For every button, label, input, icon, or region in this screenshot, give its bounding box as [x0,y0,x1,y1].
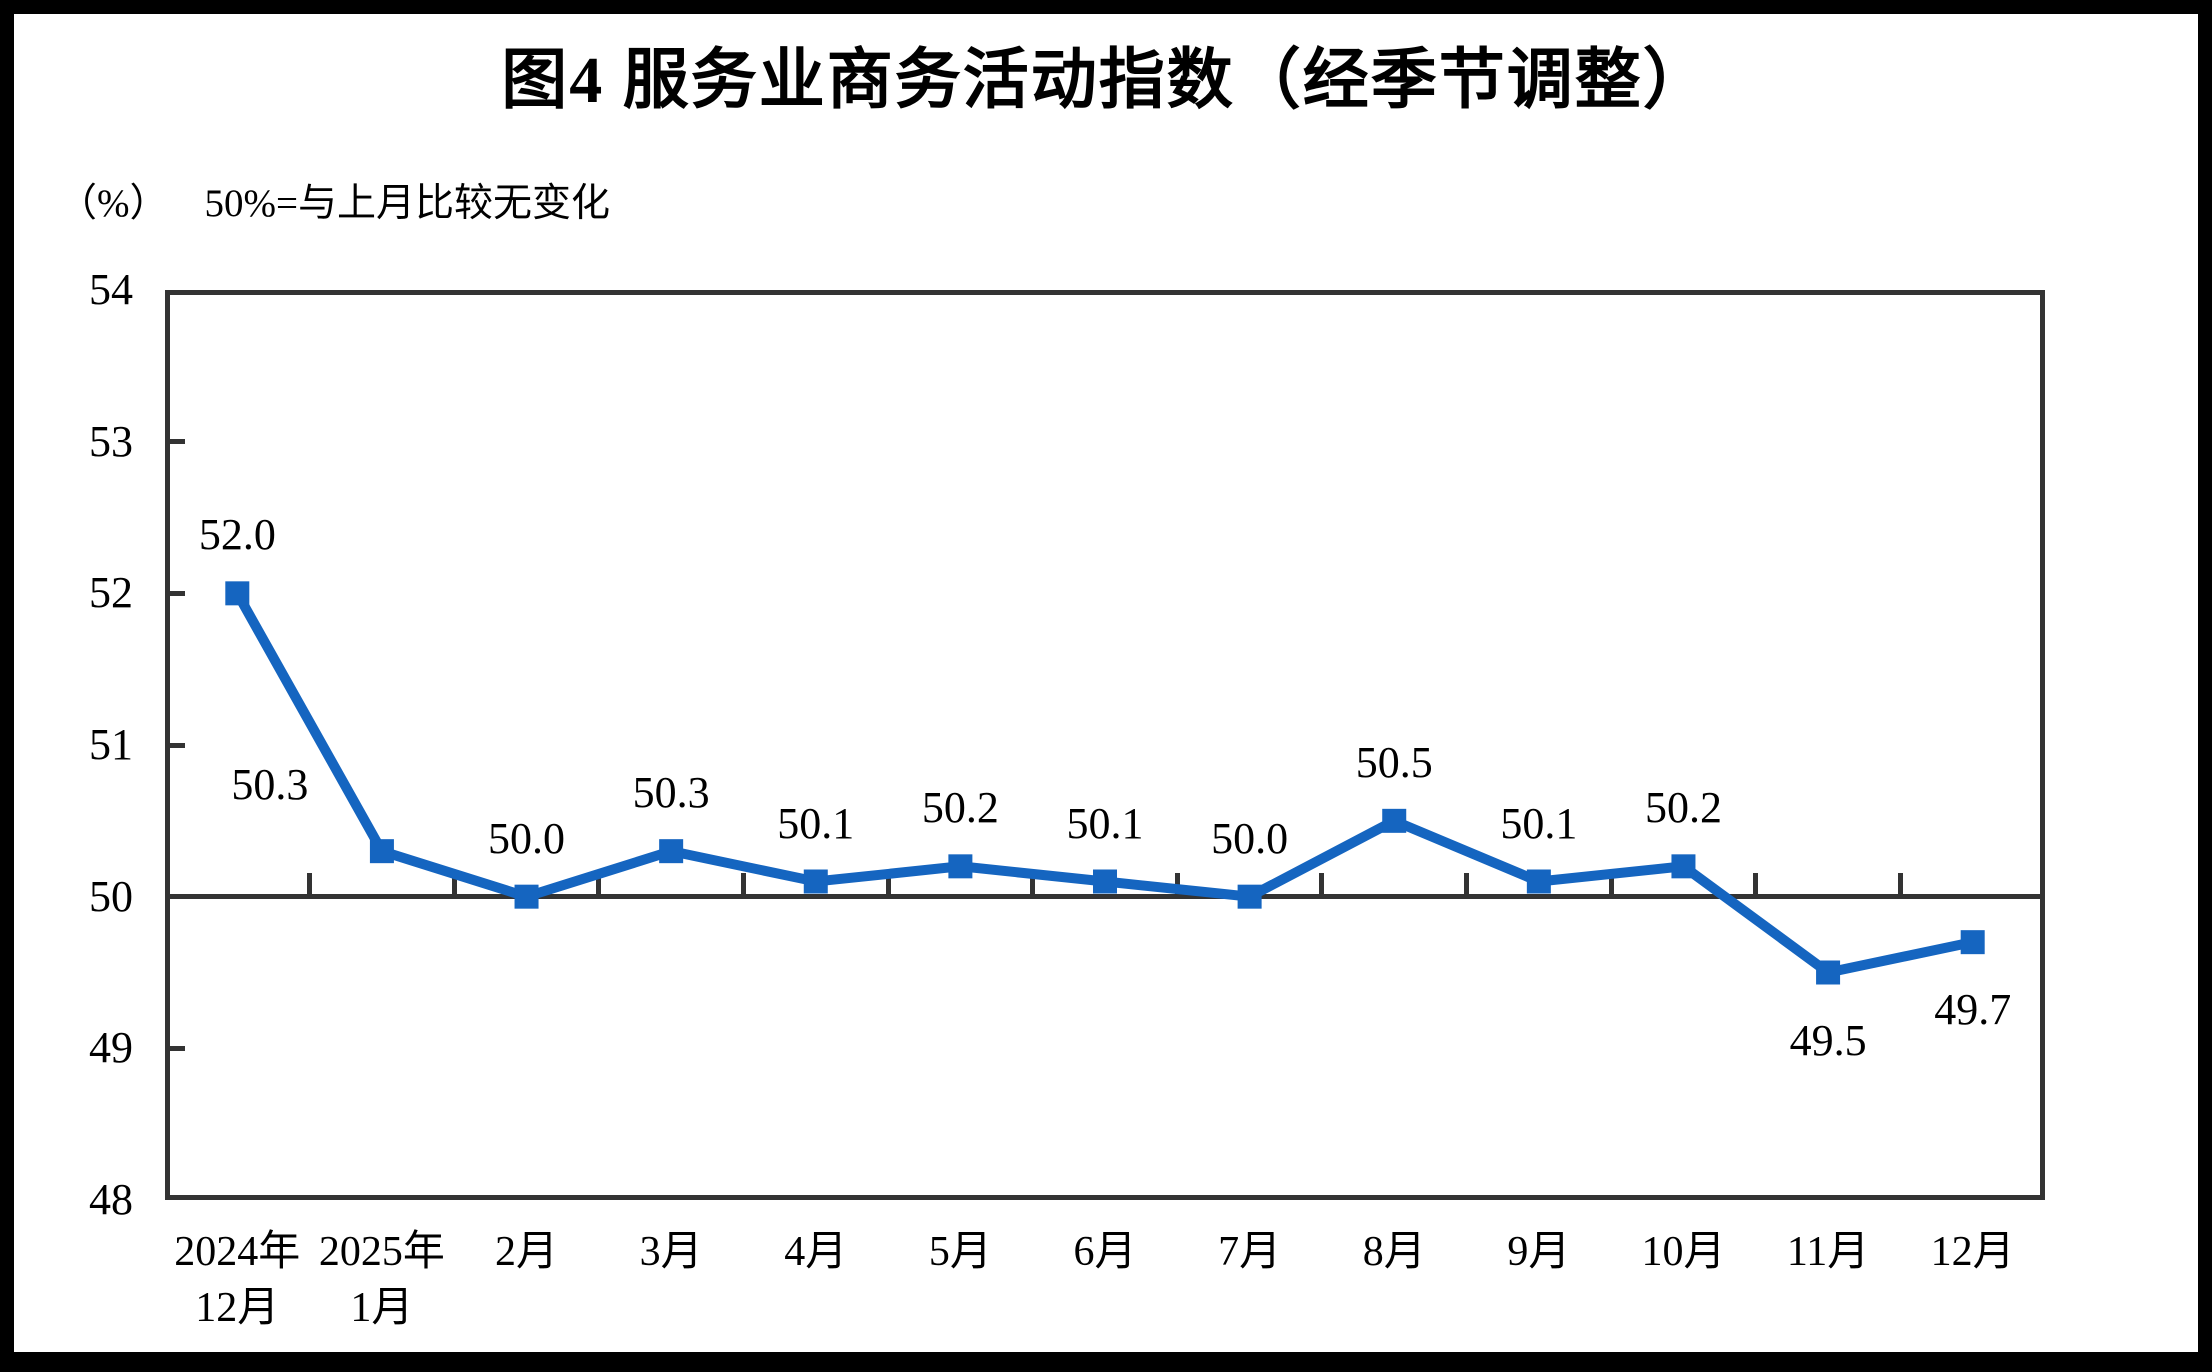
y-axis-label: 54 [89,265,133,314]
x-axis-label-line: 2024年 [174,1229,301,1275]
x-axis-label-line: 10月 [1641,1229,1726,1275]
data-point-marker [803,869,828,894]
data-point-label: 50.2 [921,783,999,833]
x-axis-label-line: 9月 [1507,1229,1571,1275]
data-point-marker [1093,869,1117,894]
x-axis-label: 10月 [1573,1224,1793,1280]
chart-canvas: 图4 服务业商务活动指数（经季节调整） （%） 50%=与上月比较无变化 48 49… [14,14,2198,1352]
x-axis-label: 12月 [1863,1224,2083,1280]
data-point-marker [1526,869,1551,894]
data-point-label: 50.0 [1211,813,1289,863]
y-axis-unit-label: （%） [58,182,169,225]
data-point-marker [225,581,250,606]
x-axis-label-line: 5月 [928,1229,992,1275]
x-axis-tick [596,872,602,897]
data-point-label: 50.0 [488,813,566,863]
data-point-label: 50.5 [1355,737,1433,787]
data-point-label: 49.7 [1934,985,2012,1035]
x-axis-label: 7月 [1140,1224,1360,1280]
data-point-label: 50.3 [231,760,309,810]
y-axis-tick [165,742,185,748]
reference-note: 50%=与上月比较无变化 [204,182,610,225]
x-axis-tick [740,872,746,897]
data-point-marker [948,854,973,879]
y-axis-label: 48 [89,1175,133,1224]
data-point-marker [1816,960,1841,985]
x-axis-label-line: 2月 [495,1229,559,1275]
x-axis-label: 5月 [850,1224,1070,1280]
x-axis-label: 6月 [995,1224,1215,1280]
x-axis-tick [1753,872,1759,897]
data-point-label: 52.0 [198,510,276,560]
data-point-marker [1382,808,1407,833]
data-point-label: 49.5 [1789,1015,1867,1065]
data-point-marker [1237,884,1262,909]
x-axis-tick [1319,872,1325,897]
x-axis-label-line: 4月 [784,1229,848,1275]
y-axis-label: 51 [89,720,133,769]
x-axis-tick [451,872,457,897]
x-axis-tick [1608,872,1614,897]
chart-subtitle: （%） 50%=与上月比较无变化 [58,172,610,228]
data-point-label: 50.1 [1066,798,1144,848]
data-point-marker [1960,930,1985,955]
x-axis-label-line: 1月 [350,1285,414,1331]
data-point-marker [1671,854,1696,879]
x-axis-tick [1030,872,1036,897]
data-point-label: 50.2 [1644,783,1722,833]
x-axis-label-line: 7月 [1218,1229,1282,1275]
x-axis-tick [1464,872,1470,897]
chart-title: 图4 服务业商务活动指数（经季节调整） [501,44,1711,117]
x-axis-label: 2025年 1月 [272,1224,492,1336]
y-axis-label: 52 [89,568,133,618]
x-axis-label: 3月 [561,1224,781,1280]
data-point-marker [514,884,539,909]
x-axis-label-line: 2025年 [318,1229,445,1275]
y-axis-tick [165,439,185,445]
y-axis-tick [165,590,185,596]
reference-line-50 [165,894,2045,900]
y-axis-label: 50 [89,871,133,921]
x-axis-tick [885,872,891,897]
x-axis-label-line: 3月 [639,1229,703,1275]
y-axis-label: 49 [89,1023,133,1073]
x-axis-label-line: 11月 [1786,1229,1870,1275]
y-axis-tick [165,1045,185,1051]
data-point-marker [369,839,394,864]
x-axis-tick [1897,872,1903,897]
plot-area: 52.0 50.3 50.0 50.3 50.1 50.2 50.1 50.0 50.5 50.1… [165,290,2045,1200]
x-axis-label: 9月 [1429,1224,1649,1280]
x-axis-label-line: 6月 [1073,1229,1137,1275]
x-axis-label: 4月 [706,1224,926,1280]
x-axis-label: 2024年 12月 [127,1224,347,1336]
x-axis-label-line: 12月 [1930,1229,2015,1275]
x-axis-label: 11月 [1718,1224,1938,1280]
x-axis-tick [307,872,313,897]
data-point-label: 50.1 [777,798,855,848]
data-point-label: 50.3 [632,768,710,818]
x-axis-label-line: 8月 [1362,1229,1426,1275]
series-line-svg [225,581,1985,985]
x-axis-label: 2月 [417,1224,637,1280]
x-axis-label-line: 12月 [195,1285,280,1331]
data-point-marker [659,839,684,864]
y-axis-label: 53 [89,416,133,466]
data-point-label: 50.1 [1500,798,1578,848]
x-axis-label: 8月 [1284,1224,1504,1280]
